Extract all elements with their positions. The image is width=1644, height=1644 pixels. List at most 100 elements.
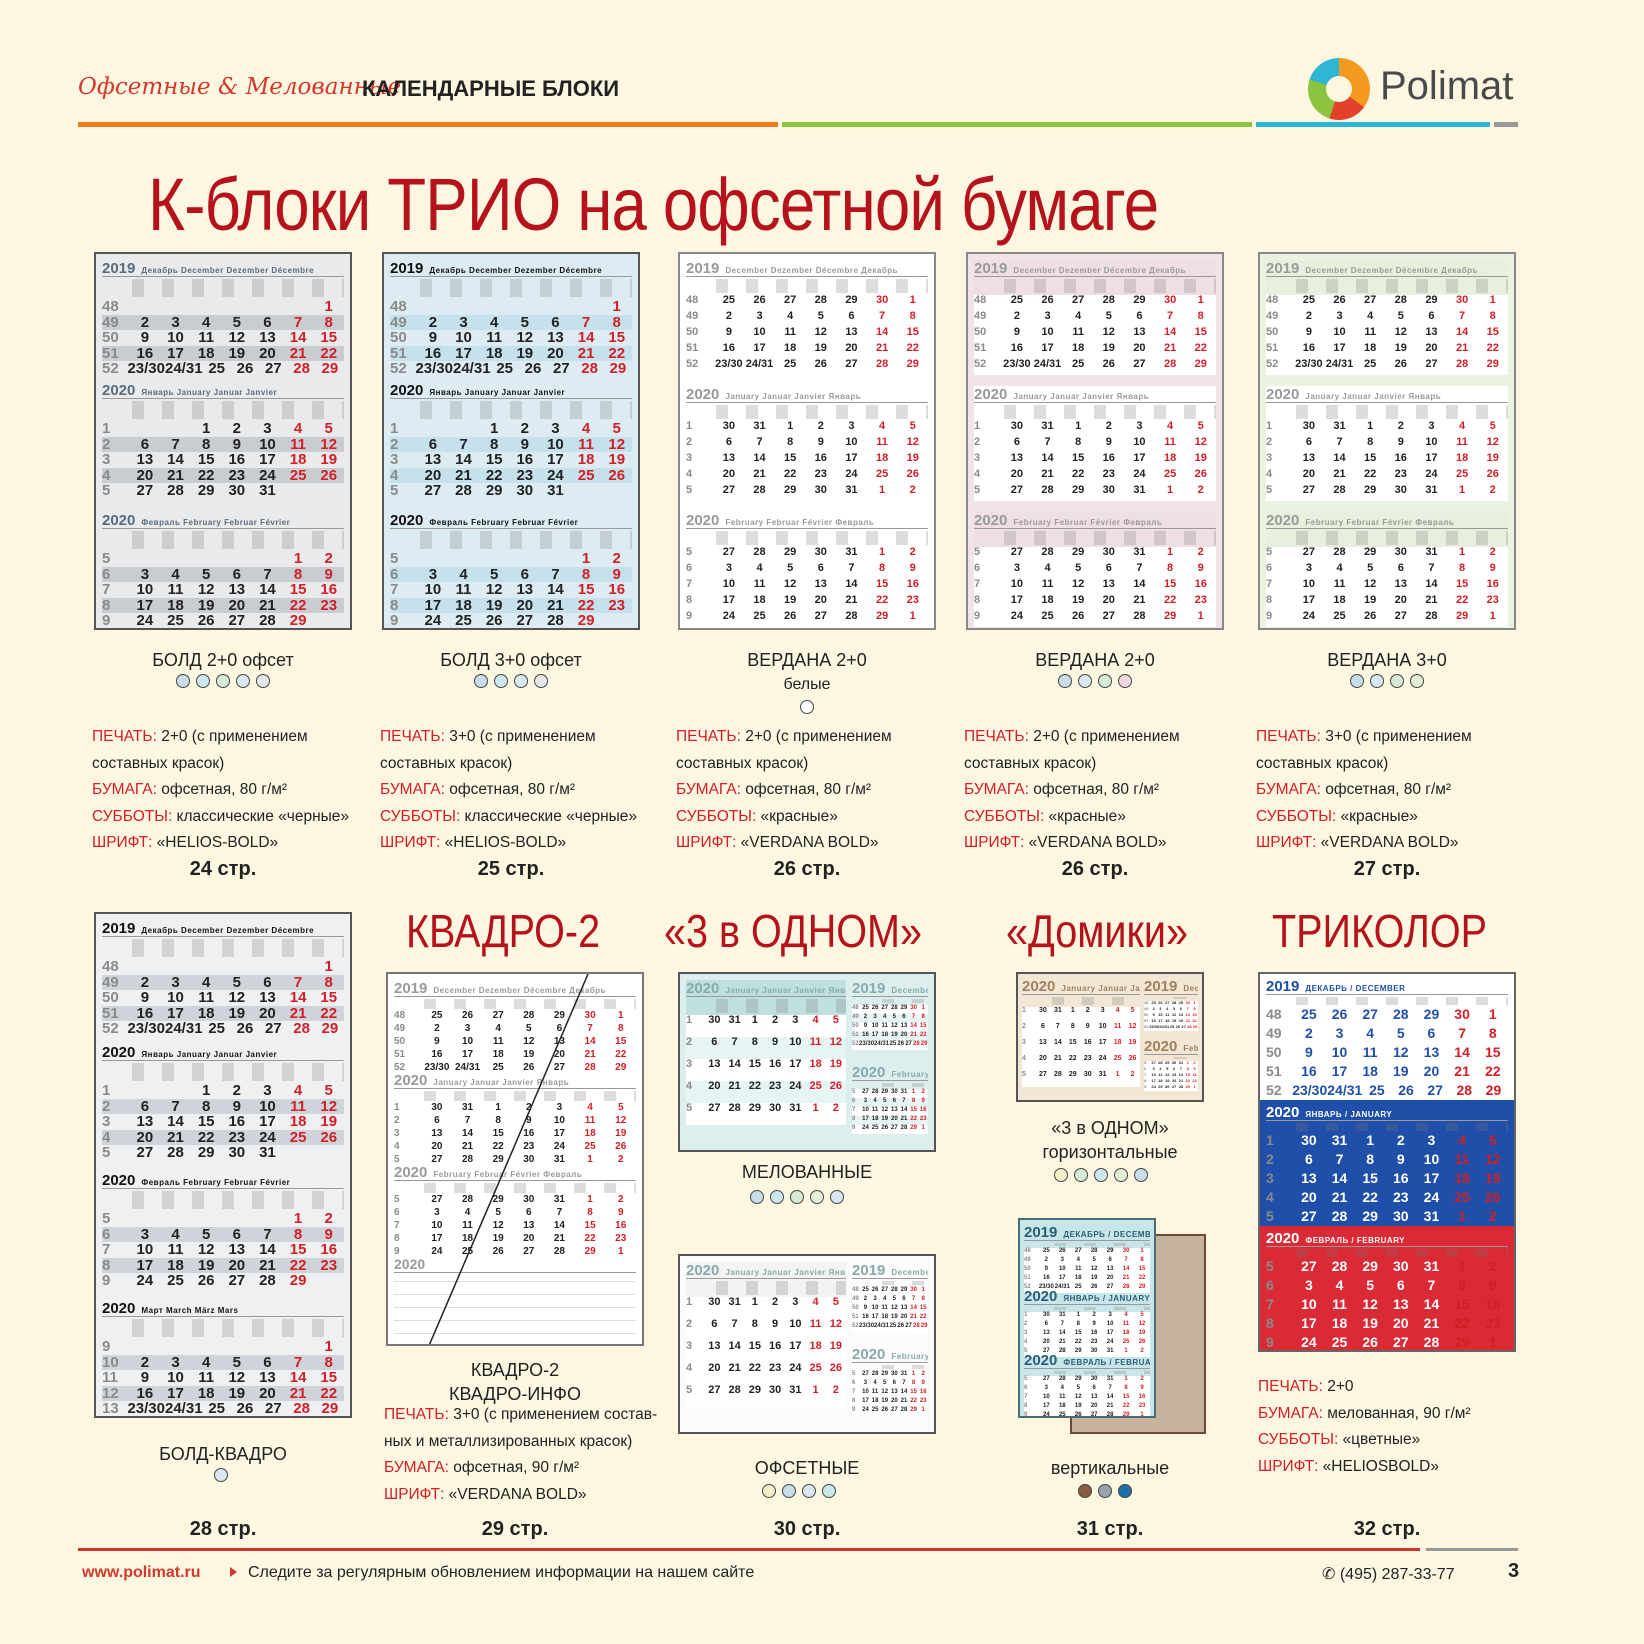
spec-line: БУМАГА: офсетная, 80 г/м² bbox=[964, 777, 1180, 804]
day-cell: 28 bbox=[293, 1400, 310, 1417]
day-cell: 25 bbox=[1122, 1339, 1130, 1345]
spec-line: ШРИФТ: «VERDANA BOLD» bbox=[1256, 830, 1472, 857]
day-cell: 29 bbox=[881, 1371, 889, 1377]
day-cell: 31 bbox=[547, 482, 564, 499]
color-swatch-icon bbox=[474, 674, 488, 688]
day-cell bbox=[418, 421, 449, 437]
day-cell: 1 bbox=[1489, 294, 1496, 306]
calendar-body: 2019 December Dezember Décembre Декабрь 48… bbox=[1266, 260, 1508, 627]
day-cell: 5 bbox=[495, 1207, 501, 1218]
day-cell: 6 bbox=[725, 436, 732, 448]
week-number: 4 bbox=[686, 1362, 693, 1374]
day-cell: 24 bbox=[1042, 1412, 1050, 1418]
weekday-names bbox=[420, 531, 632, 549]
day-cell: 7 bbox=[293, 313, 303, 331]
tricolor-band: 2020 ФЕВРАЛЬ / FEBRUARY 5 27 28 29 30 31 1 2 6 3 4 5 6… bbox=[1260, 1226, 1514, 1350]
spec-value: классические «черные» bbox=[172, 807, 350, 825]
day-cell: 15 bbox=[485, 451, 503, 468]
day-cell: 23/30 bbox=[1003, 358, 1031, 370]
weekday-names bbox=[132, 1063, 344, 1081]
day-cell: 2 bbox=[921, 1089, 925, 1095]
day-cell: 29 bbox=[1072, 484, 1085, 496]
day-cell: 23 bbox=[615, 1233, 627, 1244]
day-cell: 16 bbox=[1151, 1018, 1156, 1023]
day-cell: 1 bbox=[879, 546, 886, 558]
day-cell: 22 bbox=[1484, 1063, 1501, 1079]
day-cell: 26 bbox=[197, 612, 215, 629]
day-cell: 2 bbox=[1140, 1348, 1144, 1354]
kvadro-page: 29 стр. bbox=[481, 1518, 549, 1540]
day-cell: 3 bbox=[1335, 1025, 1344, 1041]
day-cell: 9 bbox=[232, 1097, 241, 1115]
day-cell bbox=[418, 299, 449, 315]
day-cell: 29 bbox=[289, 1272, 307, 1289]
day-cell: 14 bbox=[584, 1036, 596, 1047]
footer-url-link[interactable]: www.polimat.ru bbox=[82, 1564, 201, 1581]
week-number: 50 bbox=[1266, 326, 1279, 338]
year-label: 2019 bbox=[852, 980, 886, 997]
day-cell: 15 bbox=[748, 1058, 761, 1070]
day-cell: 10 bbox=[871, 1305, 879, 1311]
color-swatch-icon bbox=[256, 674, 270, 688]
day-cell: 7 bbox=[1108, 1385, 1112, 1391]
day-cell: 17 bbox=[862, 1398, 869, 1404]
polimat-logo[interactable]: Polimat bbox=[1308, 58, 1513, 122]
week-row: 13 23/30 24/31 25 26 27 28 29 bbox=[102, 1400, 344, 1417]
day-cell: 11 bbox=[1059, 1394, 1066, 1400]
day-cell: 6 bbox=[1304, 1151, 1313, 1167]
day-cell: 14 bbox=[1106, 1394, 1114, 1400]
day-cell: 27 bbox=[1394, 610, 1407, 622]
day-cell: 20 bbox=[136, 466, 154, 484]
day-cell: 28 bbox=[1058, 1376, 1066, 1382]
day-cell: 8 bbox=[1488, 1025, 1497, 1041]
day-cell: 12 bbox=[784, 578, 797, 590]
day-cell: 21 bbox=[1058, 1339, 1066, 1345]
week-row: 51 16 17 18 19 20 21 22 bbox=[852, 1032, 928, 1041]
day-cell: 11 bbox=[455, 581, 472, 598]
spec-line: ШРИФТ: «VERDANA BOLD» bbox=[964, 830, 1180, 857]
day-cell: 27 bbox=[228, 612, 246, 629]
day-cell: 24 bbox=[136, 612, 154, 629]
day-cell: 5 bbox=[1367, 562, 1374, 574]
week-number: 1 bbox=[1024, 1312, 1028, 1318]
day-cell: 1 bbox=[921, 1287, 925, 1293]
weekday-names bbox=[132, 1319, 344, 1337]
week-row: 3 13 14 15 16 17 18 19 bbox=[1024, 1330, 1150, 1339]
week-number: 50 bbox=[102, 989, 119, 1006]
year-label: 2019 bbox=[1266, 978, 1300, 995]
day-cell: 16 bbox=[1194, 578, 1207, 590]
color-swatch-icon bbox=[800, 700, 814, 714]
week-number: 5 bbox=[102, 1144, 111, 1161]
day-cell: 22 bbox=[197, 1128, 215, 1146]
day-cell: 29 bbox=[1362, 1208, 1378, 1224]
color-swatch-icon bbox=[1054, 1168, 1068, 1182]
day-cell: 7 bbox=[293, 1353, 303, 1371]
day-cell: 1 bbox=[1115, 1071, 1120, 1078]
day-cell: 26 bbox=[523, 1062, 535, 1073]
spec-line: ПЕЧАТЬ: 2+0 (с применением bbox=[92, 724, 349, 751]
day-cell: 28 bbox=[912, 1323, 920, 1329]
day-cell: 16 bbox=[1192, 1072, 1197, 1077]
day-cell: 10 bbox=[431, 1220, 443, 1231]
day-cell: 3 bbox=[171, 313, 180, 331]
day-cell: 30 bbox=[875, 294, 889, 306]
tricolor-spec: ПЕЧАТЬ: 2+0 БУМАГА: мелованная, 90 г/м² СУ… bbox=[1258, 1374, 1471, 1480]
day-cell: 27 bbox=[891, 1125, 898, 1131]
day-cell: 13 bbox=[722, 452, 735, 464]
day-cell: 6 bbox=[263, 313, 272, 331]
day-cell: 3 bbox=[1013, 562, 1020, 574]
day-cell: 9 bbox=[1013, 326, 1020, 338]
weekday-names bbox=[420, 401, 632, 419]
day-cell: 19 bbox=[784, 594, 797, 606]
day-cell: 19 bbox=[197, 1256, 215, 1274]
day-cell: 31 bbox=[1423, 1258, 1440, 1274]
year-label: 2020 bbox=[852, 1064, 886, 1081]
day-cell: 8 bbox=[1489, 310, 1496, 322]
week-number: 49 bbox=[394, 1023, 406, 1034]
day-cell: 2 bbox=[1197, 546, 1204, 558]
week-number: 2 bbox=[102, 435, 111, 453]
day-cell: 15 bbox=[906, 326, 919, 338]
